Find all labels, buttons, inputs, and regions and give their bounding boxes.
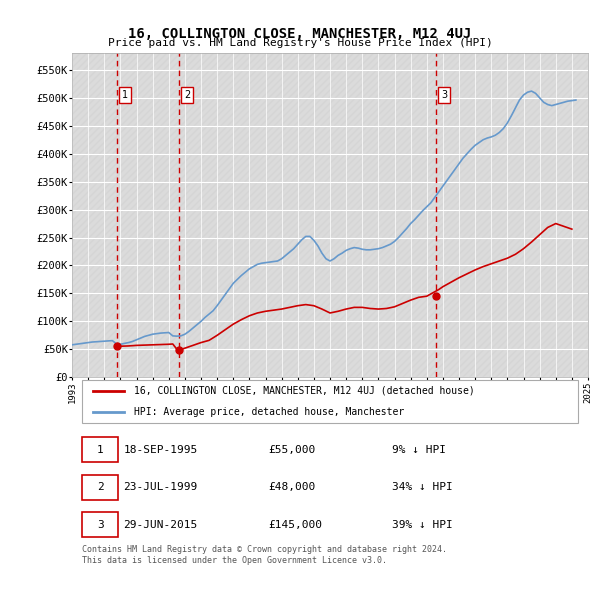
Text: £145,000: £145,000: [268, 520, 322, 530]
FancyBboxPatch shape: [82, 380, 578, 424]
FancyBboxPatch shape: [82, 437, 118, 462]
Text: 16, COLLINGTON CLOSE, MANCHESTER, M12 4UJ: 16, COLLINGTON CLOSE, MANCHESTER, M12 4U…: [128, 27, 472, 41]
Text: 9% ↓ HPI: 9% ↓ HPI: [392, 445, 446, 455]
Text: £55,000: £55,000: [268, 445, 316, 455]
FancyBboxPatch shape: [82, 474, 118, 500]
Text: 1: 1: [122, 90, 128, 100]
Text: 34% ↓ HPI: 34% ↓ HPI: [392, 482, 452, 492]
Text: 2: 2: [184, 90, 190, 100]
Text: 1: 1: [97, 445, 104, 455]
Text: 2: 2: [97, 482, 104, 492]
Text: 3: 3: [441, 90, 447, 100]
Text: £48,000: £48,000: [268, 482, 316, 492]
Text: 3: 3: [97, 520, 104, 530]
Text: Price paid vs. HM Land Registry's House Price Index (HPI): Price paid vs. HM Land Registry's House …: [107, 38, 493, 48]
Text: 39% ↓ HPI: 39% ↓ HPI: [392, 520, 452, 530]
Text: HPI: Average price, detached house, Manchester: HPI: Average price, detached house, Manc…: [134, 407, 404, 417]
Text: 23-JUL-1999: 23-JUL-1999: [124, 482, 198, 492]
Text: 29-JUN-2015: 29-JUN-2015: [124, 520, 198, 530]
Text: 18-SEP-1995: 18-SEP-1995: [124, 445, 198, 455]
Text: Contains HM Land Registry data © Crown copyright and database right 2024.
This d: Contains HM Land Registry data © Crown c…: [82, 545, 448, 565]
FancyBboxPatch shape: [82, 512, 118, 537]
Text: 16, COLLINGTON CLOSE, MANCHESTER, M12 4UJ (detached house): 16, COLLINGTON CLOSE, MANCHESTER, M12 4U…: [134, 386, 475, 396]
